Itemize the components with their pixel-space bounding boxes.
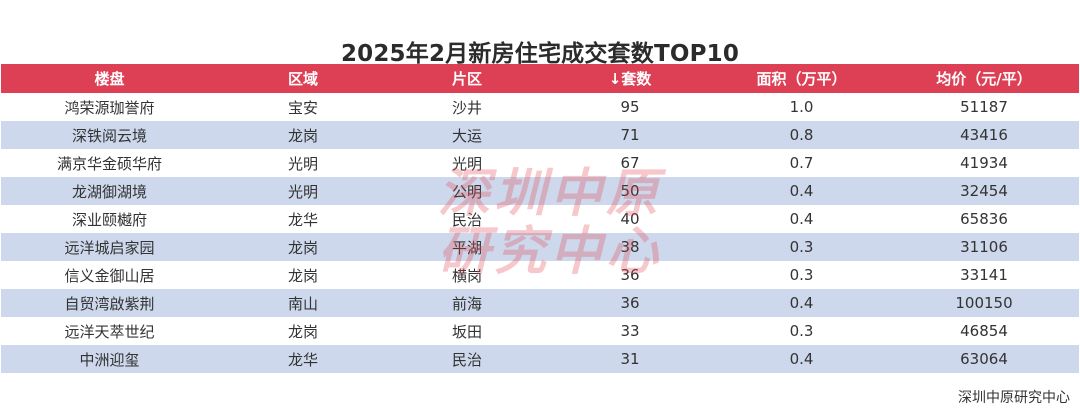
- cell-project: 满京华金硕华府: [1, 149, 218, 177]
- cell-avg-price: 33141: [889, 261, 1079, 289]
- cell-units: 33: [546, 317, 714, 345]
- column-header-area[interactable]: 面积（万平）: [714, 64, 889, 93]
- table-row[interactable]: 深业颐樾府 龙华 民治 40 0.4 65836: [1, 205, 1079, 233]
- cell-area: 1.0: [714, 93, 889, 121]
- cell-subarea: 民治: [388, 205, 546, 233]
- table-row[interactable]: 龙湖御湖境 光明 公明 50 0.4 32454: [1, 177, 1079, 205]
- cell-district: 光明: [218, 177, 388, 205]
- table-row[interactable]: 中洲迎玺 龙华 民治 31 0.4 63064: [1, 345, 1079, 373]
- table-body: 鸿荣源珈誉府 宝安 沙井 95 1.0 51187 深铁阅云境 龙岗 大运 71 0.8 43416 满…: [1, 93, 1079, 373]
- cell-district: 龙岗: [218, 233, 388, 261]
- table-row[interactable]: 自贸湾啟紫荆 南山 前海 36 0.4 100150: [1, 289, 1079, 317]
- cell-area: 0.3: [714, 261, 889, 289]
- cell-avg-price: 32454: [889, 177, 1079, 205]
- column-header-subarea[interactable]: 片区: [388, 64, 546, 93]
- cell-subarea: 大运: [388, 121, 546, 149]
- cell-district: 龙华: [218, 345, 388, 373]
- table-row[interactable]: 满京华金硕华府 光明 光明 67 0.7 41934: [1, 149, 1079, 177]
- cell-units: 38: [546, 233, 714, 261]
- cell-units: 36: [546, 261, 714, 289]
- table-row[interactable]: 远洋城启家园 龙岗 平湖 38 0.3 31106: [1, 233, 1079, 261]
- cell-district: 龙岗: [218, 121, 388, 149]
- cell-subarea: 沙井: [388, 93, 546, 121]
- cell-area: 0.4: [714, 289, 889, 317]
- cell-avg-price: 31106: [889, 233, 1079, 261]
- cell-units: 31: [546, 345, 714, 373]
- cell-district: 龙岗: [218, 317, 388, 345]
- cell-district: 光明: [218, 149, 388, 177]
- cell-district: 宝安: [218, 93, 388, 121]
- column-header-project[interactable]: 楼盘: [1, 64, 218, 93]
- cell-subarea: 平湖: [388, 233, 546, 261]
- cell-area: 0.4: [714, 177, 889, 205]
- column-header-units[interactable]: ↓套数: [546, 64, 714, 93]
- cell-project: 龙湖御湖境: [1, 177, 218, 205]
- table-row[interactable]: 鸿荣源珈誉府 宝安 沙井 95 1.0 51187: [1, 93, 1079, 121]
- cell-area: 0.7: [714, 149, 889, 177]
- cell-area: 0.3: [714, 317, 889, 345]
- cell-project: 中洲迎玺: [1, 345, 218, 373]
- cell-subarea: 坂田: [388, 317, 546, 345]
- cell-area: 0.4: [714, 345, 889, 373]
- cell-project: 自贸湾啟紫荆: [1, 289, 218, 317]
- cell-units: 95: [546, 93, 714, 121]
- table-row[interactable]: 信义金御山居 龙岗 横岗 36 0.3 33141: [1, 261, 1079, 289]
- ranking-table: 楼盘 区域 片区 ↓套数 面积（万平） 均价（元/平） 鸿荣源珈誉府 宝安 沙井 95…: [1, 64, 1079, 373]
- cell-units: 40: [546, 205, 714, 233]
- cell-project: 远洋城启家园: [1, 233, 218, 261]
- cell-units: 71: [546, 121, 714, 149]
- table-row[interactable]: 深铁阅云境 龙岗 大运 71 0.8 43416: [1, 121, 1079, 149]
- cell-project: 信义金御山居: [1, 261, 218, 289]
- cell-project: 深业颐樾府: [1, 205, 218, 233]
- cell-subarea: 民治: [388, 345, 546, 373]
- cell-area: 0.4: [714, 205, 889, 233]
- cell-avg-price: 43416: [889, 121, 1079, 149]
- cell-subarea: 光明: [388, 149, 546, 177]
- column-header-avg-price[interactable]: 均价（元/平）: [889, 64, 1079, 93]
- cell-area: 0.8: [714, 121, 889, 149]
- cell-subarea: 横岗: [388, 261, 546, 289]
- cell-avg-price: 65836: [889, 205, 1079, 233]
- cell-units: 67: [546, 149, 714, 177]
- source-label: 深圳中原研究中心: [958, 390, 1070, 406]
- cell-district: 南山: [218, 289, 388, 317]
- cell-units: 36: [546, 289, 714, 317]
- table-row[interactable]: 远洋天萃世纪 龙岗 坂田 33 0.3 46854: [1, 317, 1079, 345]
- cell-avg-price: 46854: [889, 317, 1079, 345]
- cell-area: 0.3: [714, 233, 889, 261]
- cell-project: 鸿荣源珈誉府: [1, 93, 218, 121]
- cell-subarea: 前海: [388, 289, 546, 317]
- cell-subarea: 公明: [388, 177, 546, 205]
- cell-avg-price: 51187: [889, 93, 1079, 121]
- cell-avg-price: 63064: [889, 345, 1079, 373]
- cell-project: 深铁阅云境: [1, 121, 218, 149]
- cell-units: 50: [546, 177, 714, 205]
- table-header-row: 楼盘 区域 片区 ↓套数 面积（万平） 均价（元/平）: [1, 64, 1079, 93]
- column-header-district[interactable]: 区域: [218, 64, 388, 93]
- chart-title: 2025年2月新房住宅成交套数TOP10: [340, 41, 740, 67]
- cell-project: 远洋天萃世纪: [1, 317, 218, 345]
- cell-avg-price: 100150: [889, 289, 1079, 317]
- cell-district: 龙岗: [218, 261, 388, 289]
- cell-district: 龙华: [218, 205, 388, 233]
- cell-avg-price: 41934: [889, 149, 1079, 177]
